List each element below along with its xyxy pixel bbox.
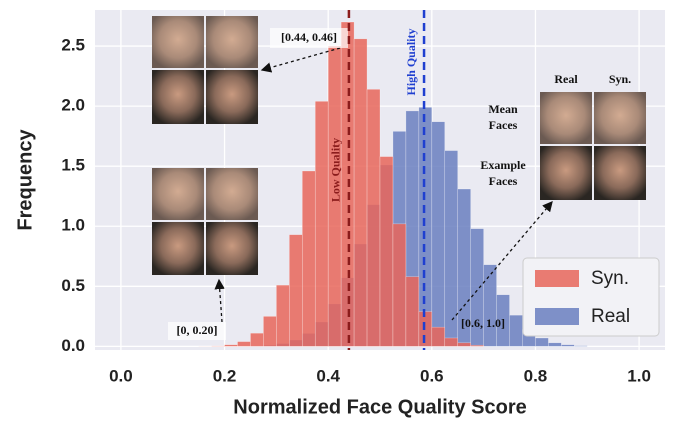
histogram-bar [393, 224, 406, 347]
histogram-bar [445, 151, 458, 347]
x-tick-label: 0.0 [109, 366, 133, 385]
histogram-bar [510, 315, 523, 346]
reference-line-label: High Quality [404, 28, 418, 95]
histogram-bar [484, 265, 497, 347]
x-tick-label: 0.2 [213, 366, 237, 385]
histogram-bar [289, 235, 302, 347]
histogram-bar [276, 285, 289, 346]
x-tick-label: 0.8 [524, 366, 548, 385]
legend-label: Real [591, 306, 630, 327]
histogram-bar [432, 122, 445, 347]
histogram-bar [263, 316, 276, 346]
histogram-bar [419, 312, 432, 347]
x-tick-label: 1.0 [627, 366, 651, 385]
annotation: Example [480, 158, 526, 172]
histogram-bar [574, 346, 587, 347]
annotation: Syn. [609, 72, 631, 86]
annotation: [0.6, 1.0] [461, 316, 505, 330]
histogram-bar [367, 89, 380, 346]
y-tick-label: 1.5 [61, 156, 85, 175]
histogram-bar [432, 327, 445, 346]
histogram-bar [225, 345, 238, 347]
x-tick-label: 0.6 [420, 366, 444, 385]
histogram-bar [445, 338, 458, 346]
legend-swatch [535, 270, 579, 287]
histogram-bar [419, 107, 432, 346]
legend-swatch [535, 308, 579, 325]
y-tick-label: 0.5 [61, 276, 85, 295]
annotation: Mean [488, 102, 518, 116]
y-tick-label: 2.0 [61, 96, 85, 115]
histogram-bar [302, 171, 315, 346]
histogram-bar [380, 157, 393, 347]
histogram-bar [354, 39, 367, 347]
annotation: Real [554, 72, 578, 86]
y-tick-label: 1.0 [61, 216, 85, 235]
annotation: [0.44, 0.46] [281, 30, 337, 44]
annotation: Faces [489, 118, 518, 132]
histogram-bar [315, 101, 328, 346]
histogram-bar [535, 338, 548, 346]
x-tick-label: 0.4 [316, 366, 340, 385]
histogram-bar [561, 345, 574, 347]
histogram-bar [458, 343, 471, 347]
y-axis-label: Frequency [14, 129, 36, 231]
annotation: [0, 0.20] [177, 323, 218, 337]
y-tick-label: 0.0 [61, 336, 85, 355]
histogram-bar [238, 342, 251, 347]
histogram-bar [341, 22, 354, 346]
chart: [0.44, 0.46] [0, 0.20] [0.6, 1.0] Real S… [0, 0, 676, 425]
histogram-bar [548, 343, 561, 347]
reference-line-label: Low Quality [329, 138, 343, 202]
y-tick-label: 2.5 [61, 36, 85, 55]
histogram-bar [250, 333, 263, 346]
annotation: Faces [489, 174, 518, 188]
histogram-bar [406, 277, 419, 347]
legend-label: Syn. [591, 268, 629, 289]
histogram-bar [471, 345, 484, 346]
x-axis-label: Normalized Face Quality Score [233, 396, 526, 418]
